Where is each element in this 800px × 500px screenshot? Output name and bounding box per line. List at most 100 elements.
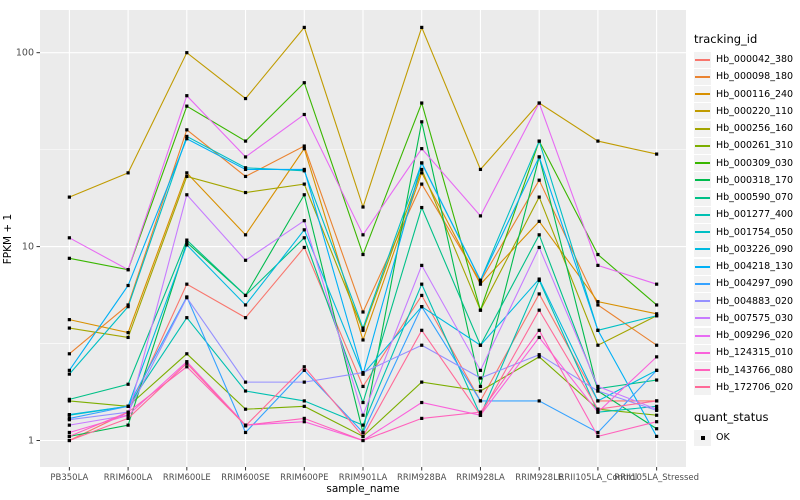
legend-item-Hb_003226_090: Hb_003226_090 (694, 241, 800, 258)
data-point (596, 387, 600, 391)
x-tick-label: PB350LA (50, 473, 88, 483)
data-point (537, 335, 541, 340)
data-point (243, 303, 248, 307)
data-point (67, 430, 71, 435)
x-tick-label: RRIM928LA (456, 473, 505, 483)
data-point (655, 368, 659, 372)
data-point (126, 305, 130, 309)
data-point (596, 389, 600, 393)
data-point (655, 413, 659, 417)
data-point (420, 161, 424, 165)
data-point (361, 205, 365, 209)
legend-item-ok: OK (694, 429, 800, 446)
x-axis-title: sample_name (326, 483, 400, 495)
legend-key-line-icon (694, 86, 711, 103)
legend-item-Hb_000220_110: Hb_000220_110 (694, 103, 800, 120)
legend-title-tracking-id: tracking_id (694, 32, 758, 46)
data-point (126, 171, 130, 175)
data-point (420, 120, 424, 124)
data-point (67, 372, 71, 376)
x-tick-label: RRIM600LA (104, 473, 153, 483)
data-point (302, 144, 306, 148)
data-point (185, 352, 189, 356)
legend-item-label: Hb_004218_130 (716, 261, 794, 273)
data-point (185, 365, 189, 369)
data-point (302, 112, 306, 117)
data-point (185, 94, 189, 98)
legend-quant-status: quant_status OK (694, 410, 800, 446)
legend-item-Hb_001277_400: Hb_001277_400 (694, 206, 800, 223)
legend-key-line-icon (694, 310, 711, 327)
data-point (655, 303, 659, 307)
data-point (537, 219, 541, 223)
data-point (361, 413, 365, 417)
legend-item-label: Hb_000318_170 (716, 174, 794, 186)
data-point (126, 335, 130, 340)
data-point (302, 404, 306, 408)
data-point (67, 195, 71, 199)
data-point (302, 25, 306, 30)
data-point (655, 420, 659, 424)
data-point (420, 305, 424, 309)
data-point (655, 378, 659, 382)
data-point (537, 139, 541, 143)
data-point (243, 407, 248, 411)
legend-key-line-icon (694, 137, 711, 154)
data-point (478, 368, 483, 372)
data-point (537, 195, 541, 199)
data-point (596, 399, 600, 403)
data-point (243, 96, 248, 101)
legend-key-line-icon (694, 206, 711, 223)
data-point (302, 399, 306, 403)
legend-item-Hb_004883_020: Hb_004883_020 (694, 293, 800, 310)
data-point (67, 352, 71, 356)
data-point (185, 360, 189, 364)
data-point (478, 167, 483, 172)
data-point (420, 101, 424, 105)
legend-item-label: Hb_000220_110 (716, 105, 794, 117)
data-point (655, 312, 659, 316)
legend-item-label: Hb_004297_090 (716, 278, 794, 290)
data-point (537, 399, 541, 403)
data-point (243, 174, 248, 179)
legend-item-Hb_124315_010: Hb_124315_010 (694, 344, 800, 361)
legend-item-Hb_000098_180: Hb_000098_180 (694, 68, 800, 85)
legend-key-line-icon (694, 51, 711, 68)
data-point (67, 434, 71, 438)
data-point (537, 233, 541, 237)
data-point (655, 399, 659, 403)
data-point (302, 236, 306, 240)
data-point (361, 310, 365, 314)
data-point (67, 423, 71, 427)
data-point (655, 427, 659, 431)
data-point (361, 328, 365, 332)
legend-item-Hb_000318_170: Hb_000318_170 (694, 172, 800, 189)
data-point (596, 410, 600, 414)
legend-item-Hb_000309_030: Hb_000309_030 (694, 155, 800, 172)
data-point (126, 416, 130, 421)
data-point (185, 134, 189, 139)
legend-item-label: Hb_001277_400 (716, 209, 794, 221)
legend-item-label: Hb_000042_380 (716, 54, 794, 66)
data-point (185, 238, 189, 242)
data-point (655, 314, 659, 318)
data-point (596, 139, 600, 143)
legend-item-label: Hb_007575_030 (716, 312, 794, 324)
data-point (478, 384, 483, 389)
legend-entries: Hb_000042_380 Hb_000098_180 Hb_000116_240 H… (694, 51, 800, 396)
legend-key-line-icon (694, 172, 711, 189)
data-point (537, 355, 541, 359)
data-point (126, 423, 130, 427)
data-point (243, 139, 248, 143)
data-point (537, 155, 541, 159)
data-point (537, 245, 541, 250)
data-point (185, 137, 189, 141)
x-tick-label: RRIM600SE (221, 473, 270, 483)
data-point (302, 182, 306, 186)
legend-item-label: Hb_000261_310 (716, 140, 794, 152)
data-point (302, 228, 306, 232)
data-point (655, 434, 659, 438)
data-point (596, 263, 600, 267)
legend-item-label: Hb_001754_050 (716, 226, 794, 238)
